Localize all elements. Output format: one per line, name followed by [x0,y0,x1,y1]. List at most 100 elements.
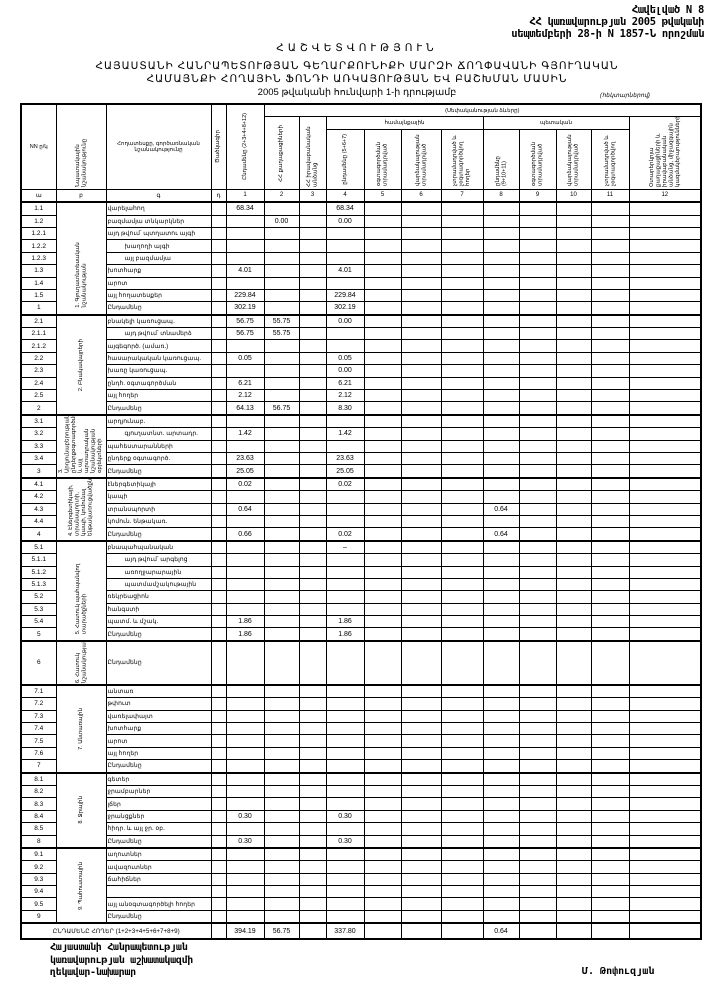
document-subtitle: ՀԱՄԱՅՆՔԻ ՀՈՂԱՅԻՆ ՖՈՆԴԻ ԱՌԿԱՅՈՒԹՅԱՆ ԵՎ ԲԱ… [146,73,568,85]
row-name: պատմ. և մշակ. [105,615,212,629]
value-cell-c8 [482,401,520,416]
col-header-group-text: Նպատակային նշանակությունը [74,138,88,187]
value-cell-c9 [518,860,557,874]
value-cell-c2 [263,477,300,492]
value-cell-c11 [590,339,630,353]
value-cell-c2: 55.75 [263,327,300,341]
value-cell-c6 [400,721,442,736]
value-cell-c2 [263,427,300,441]
value-cell-c1 [225,746,265,761]
value-cell-c10 [555,834,592,849]
col-header-c1-text: Ընդամենը (2+3+4+8+12) [241,113,248,181]
value-cell-c9 [518,327,557,341]
value-cell-c4 [325,565,365,579]
row-code-cell [210,847,227,862]
row-code-cell [210,527,227,542]
value-cell-c4: 6.21 [325,376,365,391]
value-cell-c8 [482,759,520,774]
value-cell-c9 [518,464,557,479]
value-cell-c3 [298,834,327,849]
value-cell-c3 [298,640,327,686]
table-row: 2.1.2 այգեգործ. (ամառ.) [20,339,702,353]
value-cell-c9 [518,226,557,241]
column-index: 8 [482,188,520,204]
value-cell-c2: 56.75 [263,401,300,416]
value-cell-c5 [363,734,402,748]
value-cell-c7 [440,264,484,278]
value-cell-c12 [628,514,702,529]
value-cell-c10 [555,746,592,761]
value-cell-c2 [263,860,300,874]
value-cell-c9 [518,872,557,887]
row-name: ընդհ. օգտագործման [105,376,212,391]
value-cell-c5 [363,809,402,824]
value-cell-c9 [518,451,557,466]
value-cell-c11 [590,414,630,429]
col-header-c8: ընդամենը (9+10+11) [482,128,520,190]
value-cell-c12 [628,709,702,724]
value-cell-c10 [555,809,592,824]
value-cell-c1 [225,784,265,799]
table-row: 3.2 գյուղատնտ. արտադր. 1.42 1.42 [20,427,702,441]
category-label-text: 1. Գյուղատնտեսական նշանակության [74,242,88,308]
value-cell-c5 [363,759,402,774]
value-cell-c5 [363,872,402,887]
value-cell-c11 [590,214,630,228]
value-cell-c10 [555,885,592,899]
value-cell-c12 [628,427,702,441]
table-row: 9.2 ավազուտներ [20,860,702,874]
row-code: 2.1.2 [20,339,57,353]
value-cell-c10 [555,615,592,629]
value-cell-c6 [400,640,442,686]
value-cell-c10 [555,527,592,542]
value-cell-c3 [298,784,327,799]
value-cell-c1: 0.02 [225,477,265,492]
value-cell-c2 [263,721,300,736]
value-cell-c3 [298,577,327,592]
column-index: դ [210,188,227,204]
row-code: 7.3 [20,709,57,724]
row-code-cell [210,239,227,253]
value-cell-c9 [518,834,557,849]
column-index: 10 [555,188,592,204]
value-cell-c6 [400,847,442,862]
value-cell-c10 [555,684,592,699]
table-row: 7.4 խոտհարք [20,721,702,736]
value-cell-c4 [325,872,365,887]
value-cell-c8 [482,239,520,253]
row-code: 4.1 [20,477,57,492]
value-cell-c12 [628,684,702,699]
value-cell-c4 [325,734,365,748]
table-row: 1.3 խոտհարք 4.01 4.01 [20,264,702,278]
row-code-cell [210,684,227,699]
value-cell-c12 [628,464,702,479]
table-row: 8.5 հիդր. և այլ ջր. օբ. [20,822,702,836]
value-cell-c12 [628,860,702,874]
value-cell-c5 [363,885,402,899]
grand-total-c9 [518,922,557,940]
value-cell-c7 [440,860,484,874]
value-cell-c11 [590,697,630,711]
value-cell-c6 [400,389,442,403]
subtotal-row: 6 6. Հատուկ նշանակության Ընդամենը [20,640,702,686]
row-name: Ընդամենը [105,640,212,686]
value-cell-c10 [555,734,592,748]
row-name: այլ բազմամյա [105,251,212,266]
value-cell-c4: – [325,540,365,555]
value-cell-c1 [225,276,265,290]
value-cell-c12 [628,602,702,617]
value-cell-c9 [518,847,557,862]
row-name: հանգստի [105,602,212,617]
value-cell-c9 [518,201,557,216]
row-name: խոտհարք [105,264,212,278]
value-cell-c2 [263,684,300,699]
value-cell-c10 [555,364,592,378]
row-code: 9.5 [20,897,57,911]
col-header-c5-text: օգտագործման տրամադրված [376,142,389,187]
value-cell-c10 [555,565,592,579]
table-row: 7.3 վառելափայտ [20,709,702,724]
value-cell-c2: 0.00 [263,214,300,228]
value-cell-c2 [263,640,300,686]
value-cell-c8 [482,351,520,366]
value-cell-c6 [400,439,442,454]
